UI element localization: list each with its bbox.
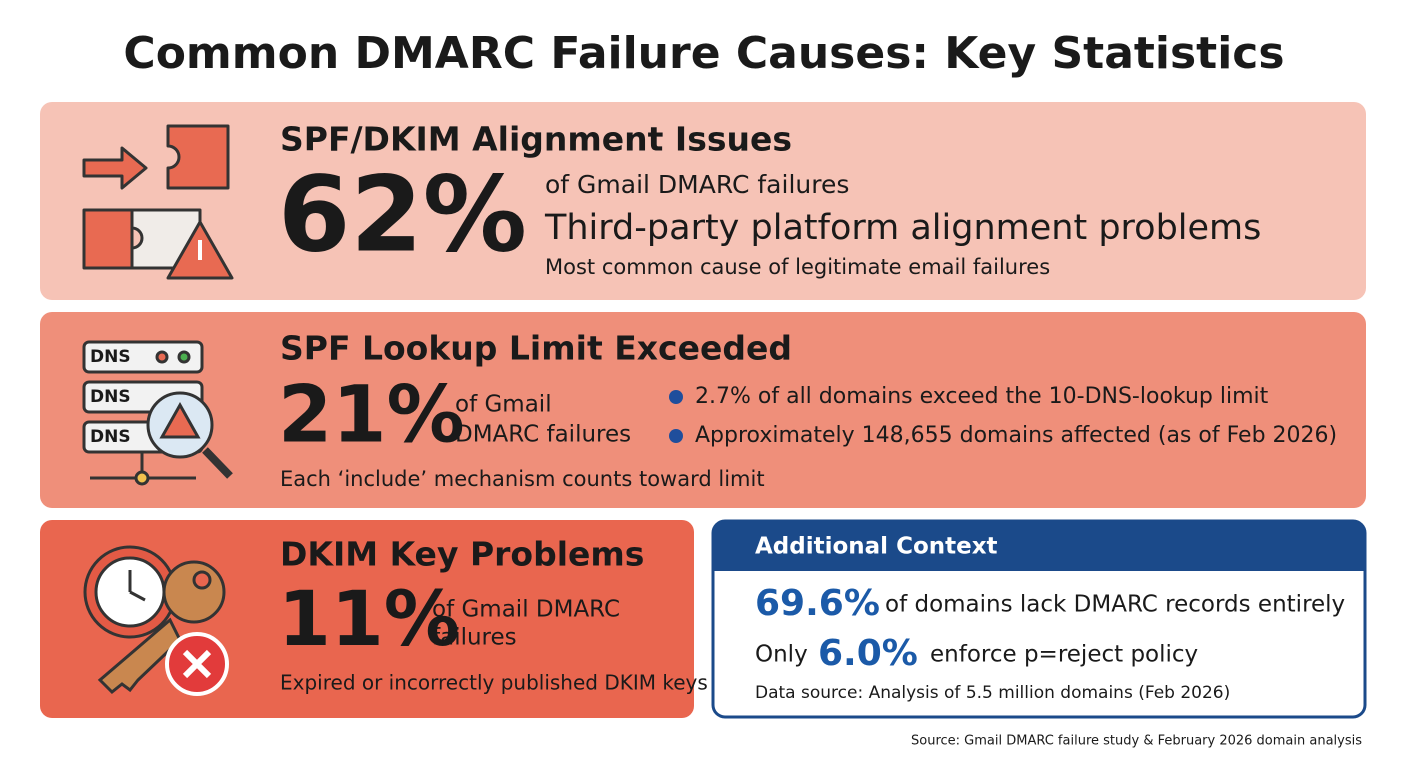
context-text: enforce p=reject policy (930, 642, 1198, 668)
context-title: Additional Context (755, 534, 998, 560)
context-text: of domains lack DMARC records entirely (885, 592, 1345, 618)
icon-label: DNS (90, 427, 131, 447)
bullet-dot (669, 390, 683, 404)
icon-label: DNS (90, 387, 131, 407)
context-note: Data source: Analysis of 5.5 million dom… (755, 683, 1230, 703)
context-stat: 6.0% (818, 633, 918, 674)
dns-icon (82, 340, 233, 486)
context-prefix: Only (755, 642, 808, 668)
card-caption: failures (432, 625, 517, 651)
card-caption: of Gmail (455, 392, 552, 418)
card-heading: SPF/DKIM Alignment Issues (280, 120, 792, 159)
card-heading: SPF Lookup Limit Exceeded (280, 329, 792, 368)
card-note: Expired or incorrectly published DKIM ke… (280, 671, 708, 695)
context-header (713, 521, 1365, 571)
key-icon (83, 545, 229, 696)
card-stat: 11% (278, 574, 460, 663)
card-caption: DMARC failures (455, 422, 631, 448)
bullet: Approximately 148,655 domains affected (… (695, 423, 1337, 448)
source: Source: Gmail DMARC failure study & Febr… (911, 734, 1362, 749)
card-caption: of Gmail DMARC failures (545, 170, 849, 199)
card-caption: of Gmail DMARC (432, 597, 620, 623)
bullet: 2.7% of all domains exceed the 10-DNS-lo… (695, 384, 1269, 409)
card-heading: DKIM Key Problems (280, 535, 644, 574)
puzzle-icon (82, 124, 234, 280)
icon-label: DNS (90, 347, 131, 367)
title: Common DMARC Failure Causes: Key Statist… (123, 28, 1284, 79)
card-subheading: Third-party platform alignment problems (544, 208, 1261, 248)
bullet-dot (669, 429, 683, 443)
card (40, 312, 1366, 508)
card-stat: 62% (278, 153, 527, 275)
context-stat: 69.6% (755, 583, 880, 624)
card-note: Each ‘include’ mechanism counts toward l… (280, 467, 765, 491)
card-note: Most common cause of legitimate email fa… (545, 255, 1050, 279)
card (40, 102, 1366, 300)
card-stat: 21% (278, 370, 465, 460)
